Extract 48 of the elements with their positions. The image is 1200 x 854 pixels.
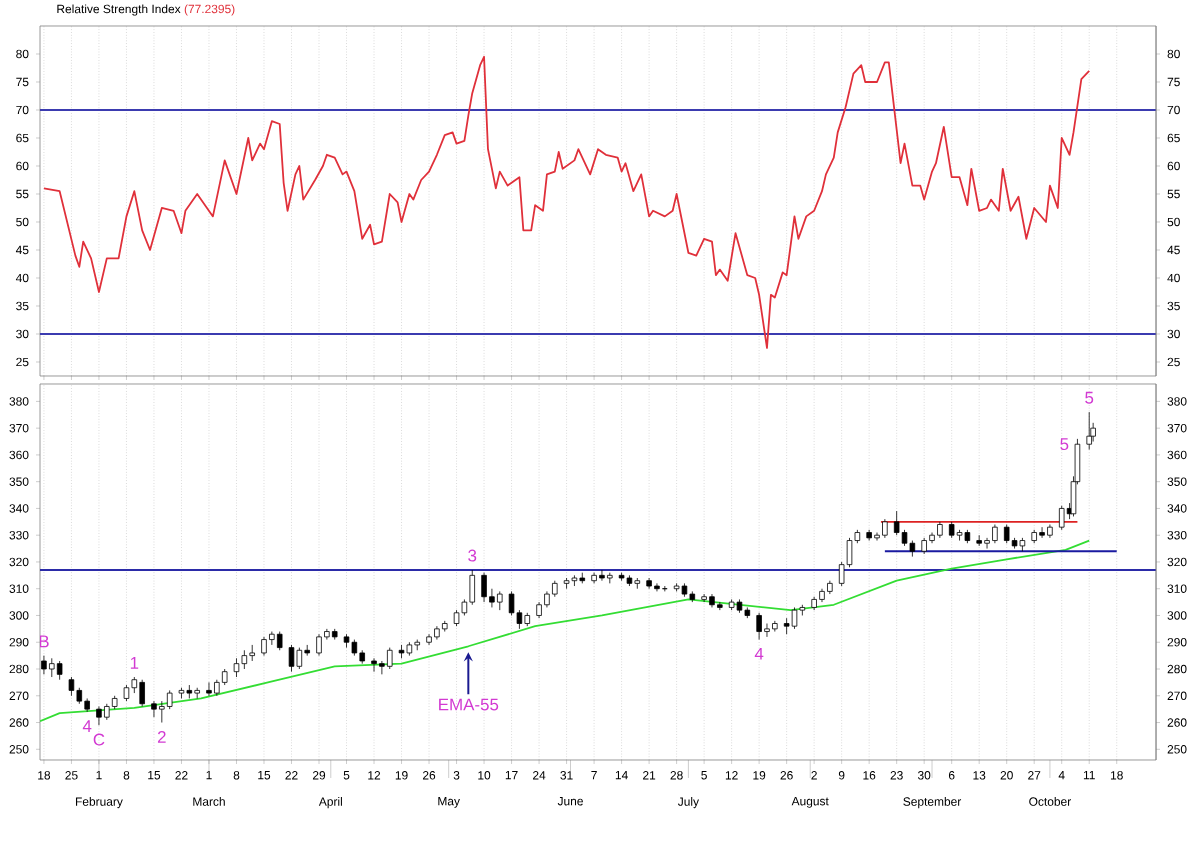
candlestick [386,647,393,670]
candlestick [296,647,303,670]
annotation: 1 [130,656,139,669]
candlestick [316,633,322,657]
candlestick [166,690,173,710]
candlestick [882,518,888,539]
candlestick [56,660,63,681]
annotation: B [39,635,49,648]
annotation: 4 [82,720,92,732]
candlestick [68,676,75,697]
candlestick [599,569,605,582]
annotation: 5 [1085,391,1094,404]
candlestick [783,617,790,635]
candlestick [139,679,145,707]
candlestick [261,636,267,657]
candlestick [893,510,900,536]
candlestick [756,612,762,640]
annotation: C [93,733,105,746]
annotation: 5 [1060,438,1069,451]
candlestick [151,700,157,718]
annotation: 2 [157,730,166,743]
candlestick [96,706,102,726]
candlestick [233,657,240,678]
line-series [40,539,1091,723]
candlestick [41,655,47,675]
annotation: 4 [754,647,764,660]
candlestick [288,644,295,673]
candlestick [159,700,165,723]
candlestick [206,681,212,697]
candlestick [469,569,476,606]
candlestick [992,524,998,544]
candlestick [249,644,255,662]
candlestick [481,572,487,603]
candlestick [497,591,503,611]
candlestick [276,631,283,651]
candlestick [1047,524,1053,539]
candlestick [508,591,515,616]
candlestick [241,649,248,670]
candlestick [791,607,798,630]
annotation: EMA-55 [439,698,499,711]
candlestick [1058,505,1065,531]
candlestick [1039,526,1045,539]
candlestick [371,657,377,673]
candlestick [701,593,707,603]
candlestick [764,623,770,638]
candlestick [1003,524,1010,544]
annotation: 3 [468,549,477,562]
candlestick [49,657,55,678]
